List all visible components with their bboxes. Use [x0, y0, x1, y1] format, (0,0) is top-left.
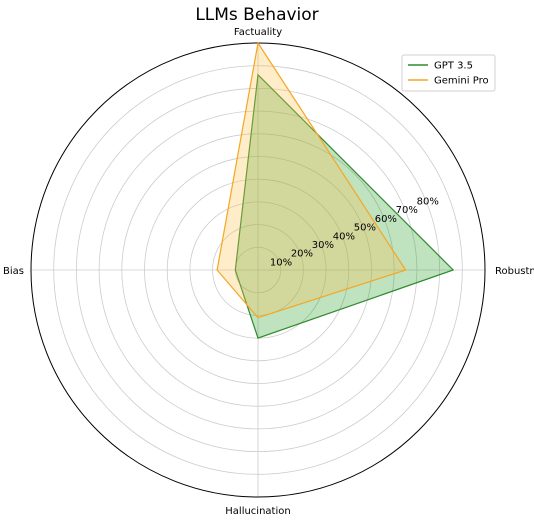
tick-label: 60%: [375, 214, 397, 225]
axis-label-robustness: Robustness: [495, 266, 534, 277]
tick-label: 20%: [291, 249, 313, 260]
tick-label: 50%: [354, 223, 376, 234]
chart-title: LLMs Behavior: [195, 5, 318, 25]
legend: GPT 3.5 Gemini Pro: [401, 54, 496, 92]
radar-grid: [30, 42, 486, 498]
axis-labels: Robustness Factuality Bias Hallucination: [3, 27, 534, 517]
series-gemini-pro: [216, 41, 407, 319]
axis-label-bias: Bias: [3, 266, 24, 277]
series-layer: [216, 41, 455, 339]
radial-tick-labels: 10%20%30%40%50%60%70%80%: [270, 197, 439, 269]
series-polygon: [216, 41, 407, 319]
tick-label: 30%: [312, 240, 334, 251]
tick-label: 10%: [270, 257, 292, 268]
tick-label: 70%: [396, 205, 418, 216]
legend-box: [401, 54, 496, 92]
axis-label-hallucination: Hallucination: [225, 506, 290, 517]
axis-label-factuality: Factuality: [234, 27, 282, 38]
legend-label: GPT 3.5: [434, 61, 473, 72]
tick-label: 40%: [333, 231, 355, 242]
tick-label: 80%: [417, 197, 439, 208]
legend-label: Gemini Pro: [434, 76, 489, 87]
